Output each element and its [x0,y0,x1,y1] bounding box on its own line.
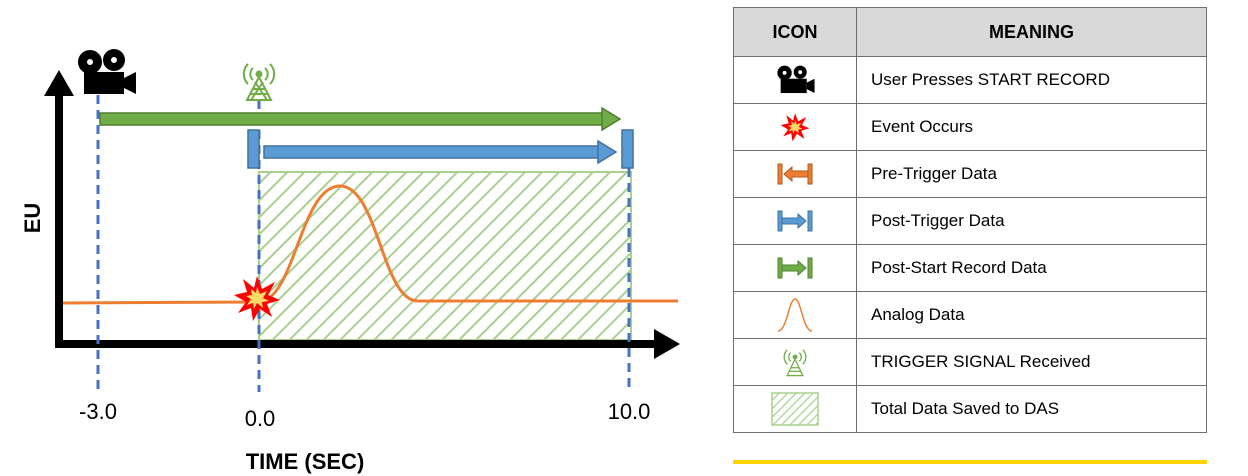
legend-row: TRIGGER SIGNAL Received [733,338,1207,386]
tick-label-start-record: -3.0 [79,399,117,424]
legend-meaning: Analog Data [856,291,1207,339]
legend-header-meaning: MEANING [856,7,1207,57]
yellow-highlight-bar [733,460,1207,464]
video-camera-icon [78,49,136,94]
y-axis-label: EU [20,203,45,234]
legend-meaning: Total Data Saved to DAS [856,385,1207,433]
antenna-icon [783,349,807,377]
x-axis [55,329,680,359]
post-start-record-arrow [99,106,622,132]
legend-meaning: Event Occurs [856,103,1207,151]
legend-row: Event Occurs [733,103,1207,151]
legend-meaning: Post-Trigger Data [856,197,1207,245]
legend-table: ICON MEANING User Presses START RECORD E… [733,7,1207,433]
legend-header-icon: ICON [733,7,857,57]
pre-trigger-arrow-icon [777,163,813,185]
legend-meaning: Post-Start Record Data [856,244,1207,292]
legend-row: Pre-Trigger Data [733,150,1207,198]
legend-row: User Presses START RECORD [733,56,1207,104]
timing-diagram: EU -3.0 0.0 10.0 TIME (SEC) [20,49,680,474]
tick-label-trigger: 0.0 [245,406,276,431]
legend-row: Total Data Saved to DAS [733,385,1207,433]
post-trigger-arrow [247,129,634,169]
legend-row: Post-Trigger Data [733,197,1207,245]
tick-label-end: 10.0 [608,399,651,424]
analog-curve-icon [777,298,813,332]
post-trigger-arrow-icon [777,210,813,232]
hatched-box-icon [771,392,819,426]
video-camera-icon [777,65,815,94]
legend-meaning: TRIGGER SIGNAL Received [856,338,1207,386]
post-start-record-arrow-icon [777,257,813,279]
saved-data-region [258,171,632,341]
explosion-icon [780,113,810,142]
legend-row: Analog Data [733,291,1207,339]
y-axis [44,70,74,344]
analog-signal-curve [61,184,678,305]
event-explosion-icon [234,276,280,321]
legend-header-row: ICON MEANING [733,7,1207,57]
trigger-antenna-icon [242,63,276,101]
x-axis-label: TIME (SEC) [246,449,365,474]
legend-meaning: User Presses START RECORD [856,56,1207,104]
legend-row: Post-Start Record Data [733,244,1207,292]
legend-meaning: Pre-Trigger Data [856,150,1207,198]
